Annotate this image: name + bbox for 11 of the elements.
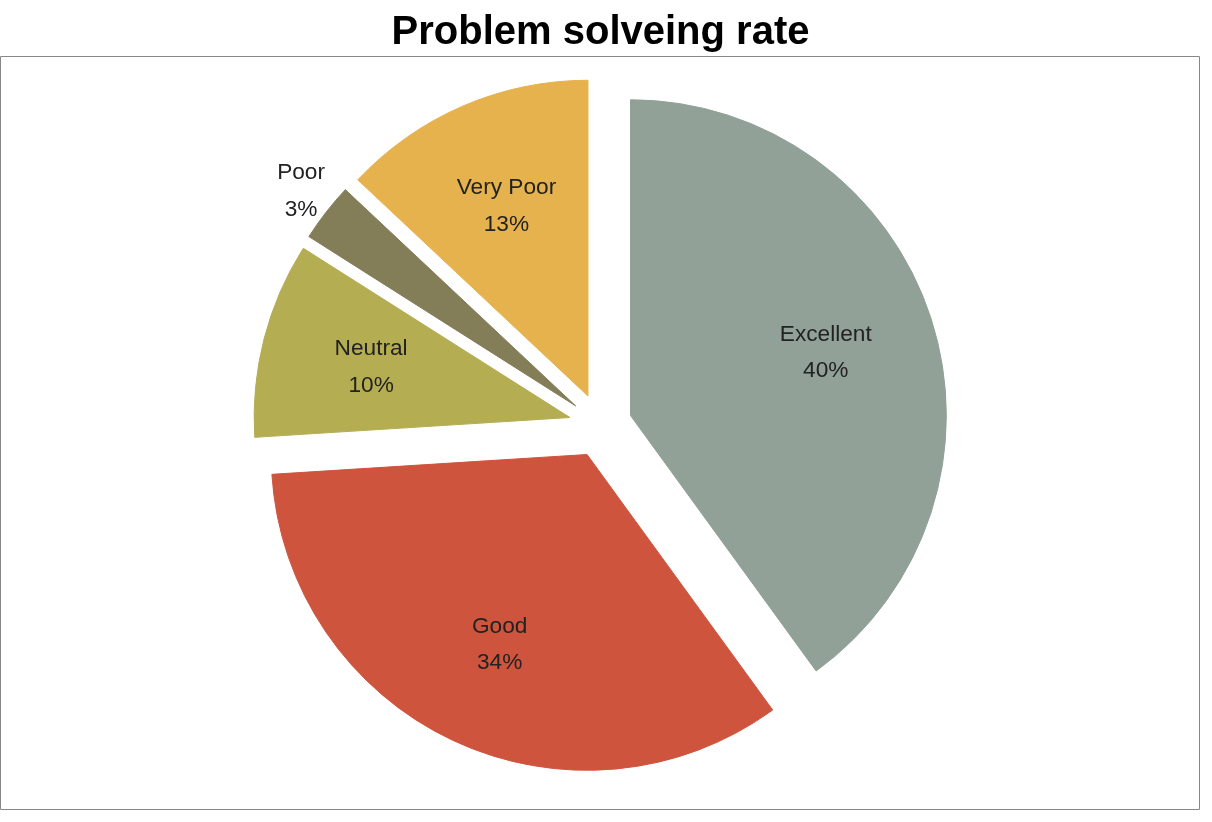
data-label: 10%	[348, 370, 394, 397]
data-label: 40%	[803, 356, 849, 383]
slice-label: Very Poor	[456, 173, 557, 200]
slice-label: Poor	[277, 158, 326, 185]
data-label: 3%	[284, 194, 318, 221]
slice-label: Neutral	[334, 334, 408, 361]
slice-label: Good	[471, 612, 528, 639]
data-label: 13%	[483, 209, 530, 236]
slice-label: Excellent	[779, 319, 873, 346]
chart-title: Problem solveing rate	[391, 7, 810, 52]
data-label: 34%	[476, 648, 523, 675]
